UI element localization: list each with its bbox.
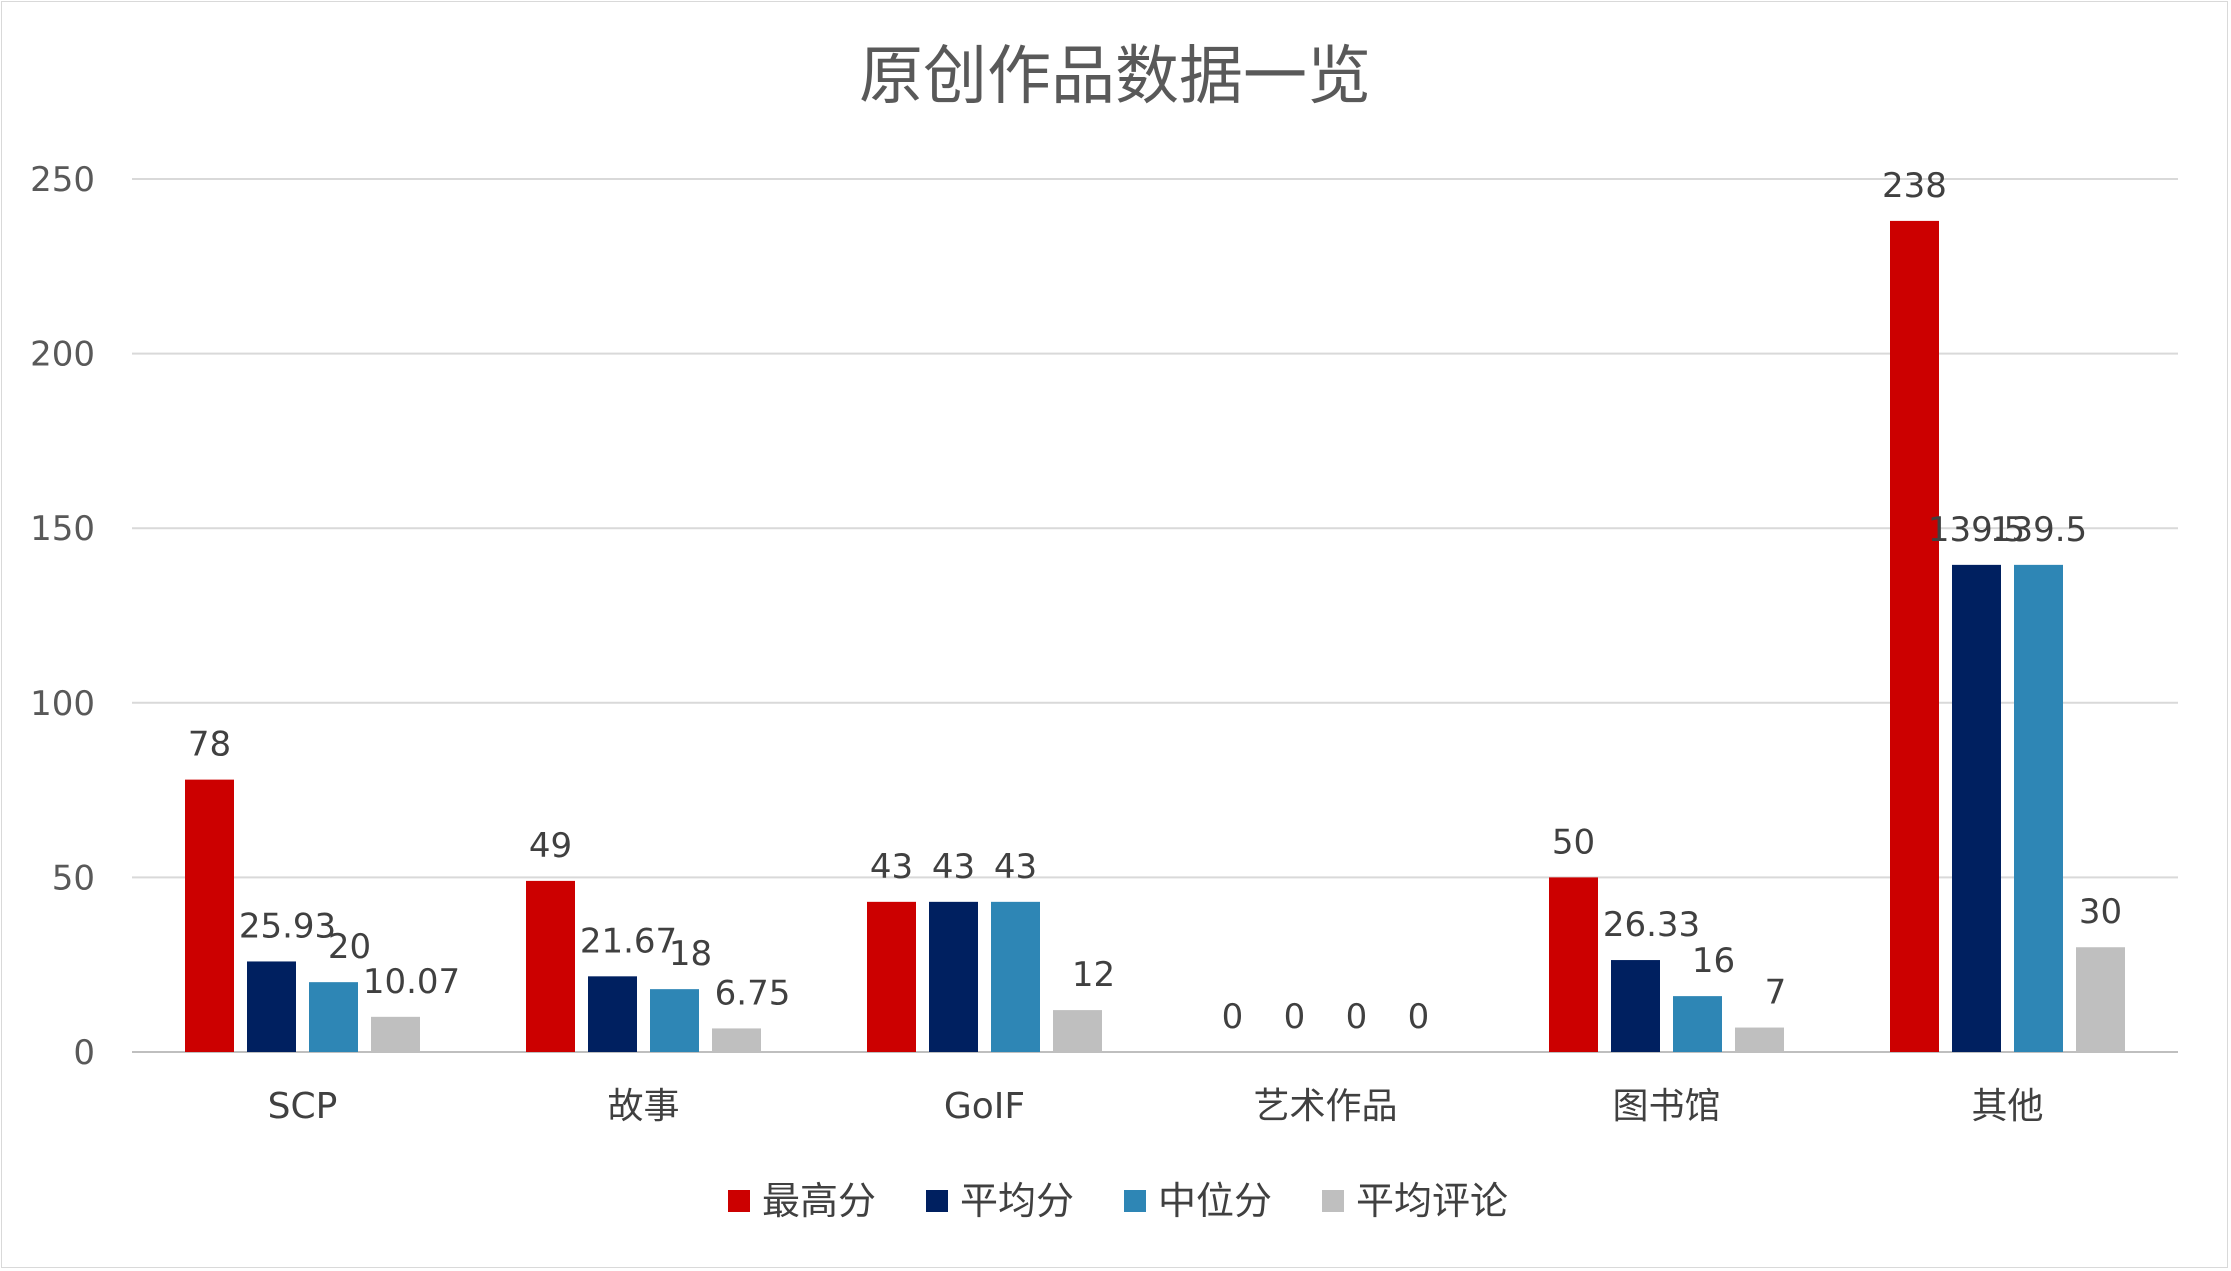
bar [1549,877,1598,1052]
legend: 最高分 平均分 中位分 平均评论 [728,1179,1508,1223]
data-label: 10.07 [363,962,460,1002]
y-tick-label: 0 [73,1033,95,1073]
data-label: 0 [1408,997,1430,1037]
legend-swatch [1322,1190,1344,1212]
bar [1053,1010,1102,1052]
data-label: 43 [870,847,913,887]
x-tick-label: GoIF [944,1086,1025,1127]
legend-label: 平均分 [960,1179,1074,1223]
bar [712,1028,761,1052]
bars [185,220,2125,1053]
bar [371,1016,420,1052]
data-label: 43 [994,847,1037,887]
data-label: 238 [1882,166,1947,206]
data-label: 18 [669,934,712,974]
data-label: 16 [1692,941,1735,981]
data-label: 78 [188,725,231,765]
bar [1890,220,1939,1053]
bar [650,989,699,1052]
bar [185,779,234,1052]
y-tick-label: 150 [30,509,95,549]
y-tick-label: 50 [52,858,95,898]
y-tick-label: 200 [30,335,95,375]
data-label: 12 [1072,955,1115,995]
data-label: 0 [1346,997,1368,1037]
data-label: 139.5 [1928,510,2025,550]
x-axis-ticks: SCP 故事 GoIF 艺术作品 图书馆 其他 [268,1086,2044,1127]
x-tick-label: 其他 [1971,1086,2043,1127]
legend-swatch [926,1190,948,1212]
data-label: 43 [932,847,975,887]
legend-label: 平均评论 [1356,1179,1508,1223]
bar [1735,1027,1784,1052]
data-label: 0 [1222,997,1244,1037]
data-label: 21.67 [580,921,677,961]
data-label: 26.33 [1603,905,1700,945]
bar [1673,996,1722,1052]
data-label: 6.75 [715,973,791,1013]
y-tick-label: 100 [30,684,95,724]
y-tick-label: 250 [30,160,95,200]
gridlines [132,178,2178,1053]
data-label: 139.5 [1990,510,2087,550]
legend-swatch [1124,1190,1146,1212]
y-axis-ticks: 0 50 100 150 200 250 [30,160,95,1073]
bar [309,982,358,1052]
x-tick-label: 图书馆 [1612,1086,1720,1127]
legend-label: 最高分 [762,1179,876,1223]
data-label: 7 [1765,973,1787,1013]
bar [867,901,916,1052]
bar [991,901,1040,1052]
bar [2076,947,2125,1052]
x-tick-label: 艺术作品 [1253,1086,1397,1127]
data-label: 30 [2079,892,2122,932]
bar [1611,960,1660,1052]
x-tick-label: 故事 [607,1086,679,1127]
bar [588,976,637,1052]
legend-swatch [728,1190,750,1212]
chart-title: 原创作品数据一览 [859,40,1371,114]
data-label: 49 [529,826,572,866]
data-label: 20 [328,927,371,967]
x-tick-label: SCP [268,1086,338,1127]
legend-label: 中位分 [1158,1179,1272,1223]
bar [2014,564,2063,1052]
bar [1952,564,2001,1052]
data-label: 0 [1284,997,1306,1037]
data-label: 25.93 [239,906,336,946]
data-label: 50 [1552,822,1595,862]
bar [247,961,296,1052]
bar [526,880,575,1052]
bar [929,901,978,1052]
